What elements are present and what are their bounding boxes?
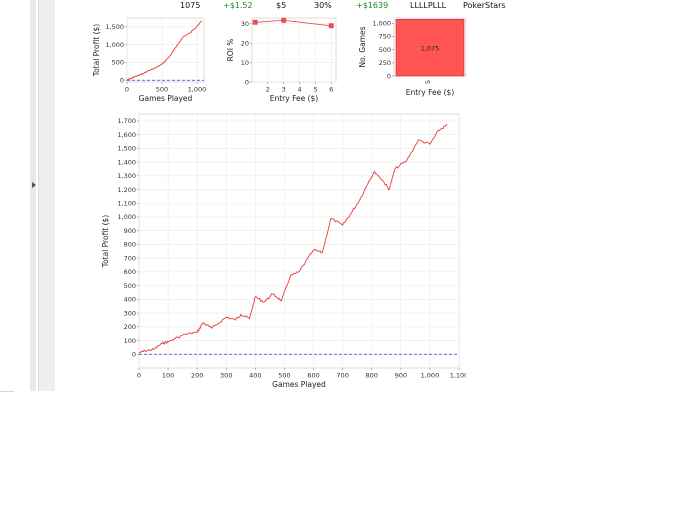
y-tick-label: 750 bbox=[379, 33, 391, 41]
data-point bbox=[281, 17, 287, 23]
series-line bbox=[126, 20, 203, 81]
data-point bbox=[328, 23, 334, 29]
stat-total-profit: +$1639 bbox=[356, 1, 389, 10]
plot-area bbox=[251, 17, 337, 83]
y-tick-label: 600 bbox=[124, 268, 136, 276]
x-tick-label: 900 bbox=[395, 372, 407, 380]
y-axis-label: Total Profit ($) bbox=[101, 215, 110, 269]
y-axis-label: No. Games bbox=[358, 26, 367, 67]
x-tick-label: 300 bbox=[220, 372, 232, 380]
data-point bbox=[252, 19, 258, 25]
x-tick-label: 500 bbox=[278, 372, 290, 380]
games-bar-chart: 0 250 500 750 1,000 1,075 5 Entry Fee ($) No. Ga… bbox=[358, 17, 467, 97]
y-axis-label: ROI % bbox=[226, 39, 235, 62]
y-tick-label: 30 bbox=[241, 20, 249, 28]
y-tick-label: 200 bbox=[124, 323, 136, 331]
x-tick-label: 5 bbox=[313, 86, 317, 94]
stat-games: 1075 bbox=[180, 1, 201, 10]
y-tick-label: 1,600 bbox=[117, 131, 136, 139]
x-tick-label: 500 bbox=[156, 86, 168, 94]
y-tick-label: 500 bbox=[124, 282, 136, 290]
series-line bbox=[138, 124, 448, 354]
x-tick-label: 5 bbox=[424, 80, 432, 84]
y-tick-label: 1,700 bbox=[117, 117, 136, 125]
stat-entry-fee: $5 bbox=[276, 1, 287, 10]
y-tick-label: 500 bbox=[379, 46, 391, 54]
x-tick-label: 600 bbox=[307, 372, 319, 380]
divider bbox=[0, 391, 14, 392]
x-tick-label: 1,000 bbox=[421, 372, 440, 380]
stats-row: 1075 +$1.52 $5 30% +$1639 LLLLPLLL Poker… bbox=[0, 0, 700, 12]
y-tick-label: 1,100 bbox=[117, 200, 136, 208]
stat-roi: 30% bbox=[314, 1, 332, 10]
y-tick-label: 250 bbox=[379, 59, 391, 67]
y-tick-label: 0 bbox=[132, 351, 136, 359]
x-tick-label: 2 bbox=[266, 86, 270, 94]
x-tick-label: 800 bbox=[366, 372, 378, 380]
roi-chart: 0 10 20 30 2 3 4 5 6 Entry Fee ($) ROI % bbox=[226, 17, 337, 103]
x-tick-label: 200 bbox=[191, 372, 203, 380]
y-tick-label: 100 bbox=[124, 337, 136, 345]
y-tick-label: 1,500 bbox=[117, 145, 136, 153]
x-axis-label: Entry Fee ($) bbox=[270, 94, 319, 103]
plot-area bbox=[138, 113, 460, 369]
x-tick-label: 1,000 bbox=[188, 86, 207, 94]
expand-arrow-icon[interactable] bbox=[32, 182, 36, 188]
plot-area bbox=[126, 17, 205, 83]
x-tick-label: 0 bbox=[137, 372, 141, 380]
y-tick-label: 1,000 bbox=[372, 20, 391, 28]
y-tick-label: 900 bbox=[124, 227, 136, 235]
y-tick-label: 500 bbox=[112, 59, 124, 67]
bar bbox=[395, 19, 465, 77]
y-tick-label: 20 bbox=[241, 39, 249, 47]
y-tick-label: 300 bbox=[124, 309, 136, 317]
x-tick-label: 700 bbox=[336, 372, 348, 380]
y-tick-label: 1,300 bbox=[117, 172, 136, 180]
x-tick-label: 6 bbox=[329, 86, 333, 94]
stat-site: PokerStars bbox=[463, 1, 506, 10]
x-axis-label: Games Played bbox=[139, 94, 193, 103]
x-tick-label: 0 bbox=[125, 86, 129, 94]
x-tick-label: 4 bbox=[297, 86, 301, 94]
y-tick-label: 800 bbox=[124, 241, 136, 249]
y-tick-label: 1,000 bbox=[117, 213, 136, 221]
y-tick-label: 0 bbox=[120, 76, 124, 84]
stat-avg-profit: +$1.52 bbox=[223, 1, 253, 10]
x-axis-label: Entry Fee ($) bbox=[406, 88, 455, 97]
x-tick-label: 100 bbox=[162, 372, 174, 380]
x-tick-label: 3 bbox=[282, 86, 286, 94]
splitter-bar[interactable] bbox=[30, 0, 36, 391]
main-profit-chart: 0 100 200 300 400 500 600 700 800 900 1,000 1,100 1,… bbox=[101, 113, 466, 389]
y-tick-label: 0 bbox=[387, 72, 391, 80]
y-tick-label: 400 bbox=[124, 296, 136, 304]
x-axis-label: Games Played bbox=[272, 380, 326, 389]
y-tick-label: 700 bbox=[124, 254, 136, 262]
left-margin bbox=[0, 0, 30, 391]
y-tick-label: 1,200 bbox=[117, 186, 136, 194]
y-tick-label: 1,500 bbox=[105, 23, 124, 31]
y-tick-label: 1,000 bbox=[105, 41, 124, 49]
stat-results: LLLLPLLL bbox=[410, 1, 447, 10]
x-tick-label: 400 bbox=[249, 372, 261, 380]
y-axis-label: Total Profit ($) bbox=[92, 24, 101, 78]
x-tick-label: 1,100 bbox=[450, 372, 466, 380]
y-tick-label: 1,400 bbox=[117, 158, 136, 166]
bar-data-label: 1,075 bbox=[421, 45, 440, 53]
y-tick-label: 10 bbox=[241, 59, 249, 67]
side-gutter bbox=[38, 0, 55, 391]
y-tick-label: 0 bbox=[245, 78, 249, 86]
